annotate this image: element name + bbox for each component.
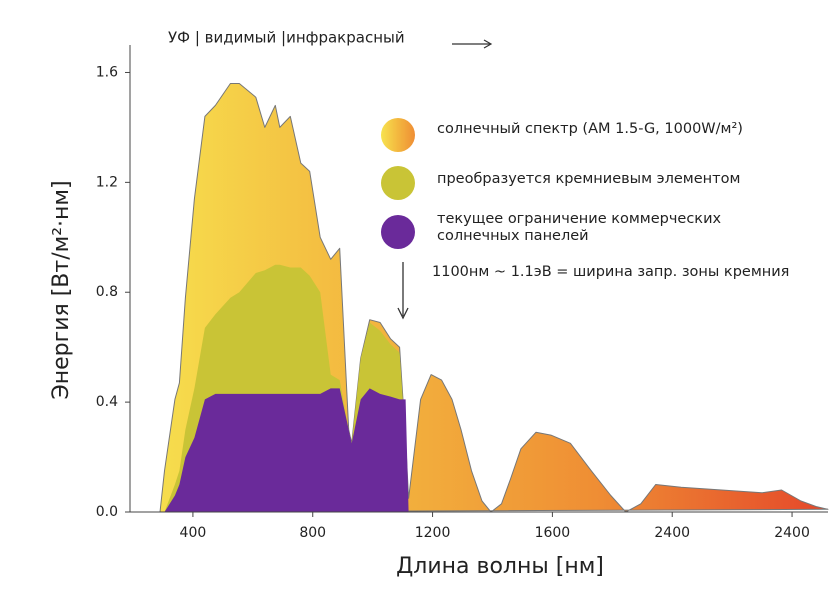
y-tick-label: 0.4 [96,394,118,410]
y-tick-label: 0.8 [96,284,118,300]
annotation: 1100нм ~ 1.1эВ = ширина запр. зоны кремн… [432,264,789,280]
legend: солнечный спектр (AM 1.5-G, 1000W/м²) пр… [381,118,743,249]
x-tick-label: 400 [180,525,207,541]
legend-item: текущее ограничение коммерческих солнечн… [437,211,722,244]
chart-title: УФ | видимый |инфракрасный [168,29,405,47]
area [164,388,409,512]
legend-item: преобразуется кремниевым элементом [437,171,741,187]
legend-swatch [381,118,415,152]
plot-area [159,83,829,513]
x-tick-label: 1600 [535,525,571,541]
x-tick-label: 800 [299,525,326,541]
legend-label: солнечный спектр (AM 1.5-G, 1000W/м²) [437,121,743,137]
y-axis-label: Энергия [Вт/м²·нм] [49,180,74,399]
x-tick-label: 2400 [654,525,690,541]
legend-label: текущее ограничение коммерческих солнечн… [437,211,722,244]
y-tick-label: 1.6 [96,64,118,80]
x-tick-label: 2400 [774,525,810,541]
legend-swatch [381,215,415,249]
annotation-arrow [397,262,409,320]
x-axis-label: Длина волны [нм] [396,554,604,579]
title-arrow [452,39,493,49]
legend-label: преобразуется кремниевым элементом [437,171,741,187]
legend-swatch [381,166,415,200]
y-tick-label: 0.0 [96,504,118,520]
y-tick-label: 1.2 [96,174,118,190]
x-tick-label: 1200 [415,525,451,541]
legend-item: солнечный спектр (AM 1.5-G, 1000W/м²) [437,121,743,137]
